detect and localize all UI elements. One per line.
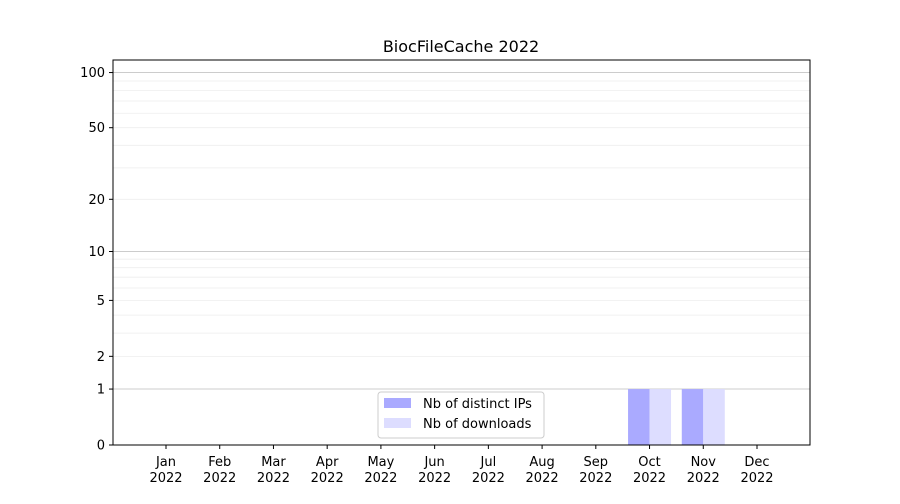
legend-swatch bbox=[384, 418, 411, 428]
x-tick-label: Sep 2022 bbox=[579, 455, 612, 486]
legend bbox=[377, 391, 545, 439]
plot-frame bbox=[112, 59, 811, 446]
y-tick-label: 10 bbox=[88, 245, 105, 260]
y-tick-label: 100 bbox=[80, 66, 105, 81]
x-tick-label: Nov 2022 bbox=[687, 455, 720, 486]
x-tick-label: Jan 2022 bbox=[149, 455, 182, 486]
y-tick-label: 5 bbox=[97, 294, 105, 309]
legend-swatch bbox=[384, 398, 411, 408]
x-tick-label: Feb 2022 bbox=[203, 455, 236, 486]
x-tick-label: Dec 2022 bbox=[740, 455, 773, 486]
x-tick-label: Jun 2022 bbox=[418, 455, 451, 486]
x-tick-label: Oct 2022 bbox=[633, 455, 666, 486]
legend-label: Nb of distinct IPs bbox=[423, 397, 532, 412]
chart-title: BiocFileCache 2022 bbox=[383, 37, 539, 56]
bar bbox=[628, 389, 650, 445]
y-tick-label: 2 bbox=[97, 350, 105, 365]
x-tick-label: Apr 2022 bbox=[311, 455, 344, 486]
x-tick-label: Jul 2022 bbox=[472, 455, 505, 486]
x-tick-label: Mar 2022 bbox=[257, 455, 290, 486]
bar bbox=[681, 389, 704, 445]
y-tick-label: 1 bbox=[97, 383, 105, 398]
legend-label: Nb of downloads bbox=[423, 417, 532, 432]
y-tick-label: 50 bbox=[88, 121, 105, 136]
x-tick-label: May 2022 bbox=[364, 455, 397, 486]
bar bbox=[703, 389, 725, 445]
x-tick-label: Aug 2022 bbox=[526, 455, 559, 486]
y-tick-label: 0 bbox=[97, 439, 105, 454]
y-tick-label: 20 bbox=[88, 193, 105, 208]
bar bbox=[649, 389, 672, 445]
